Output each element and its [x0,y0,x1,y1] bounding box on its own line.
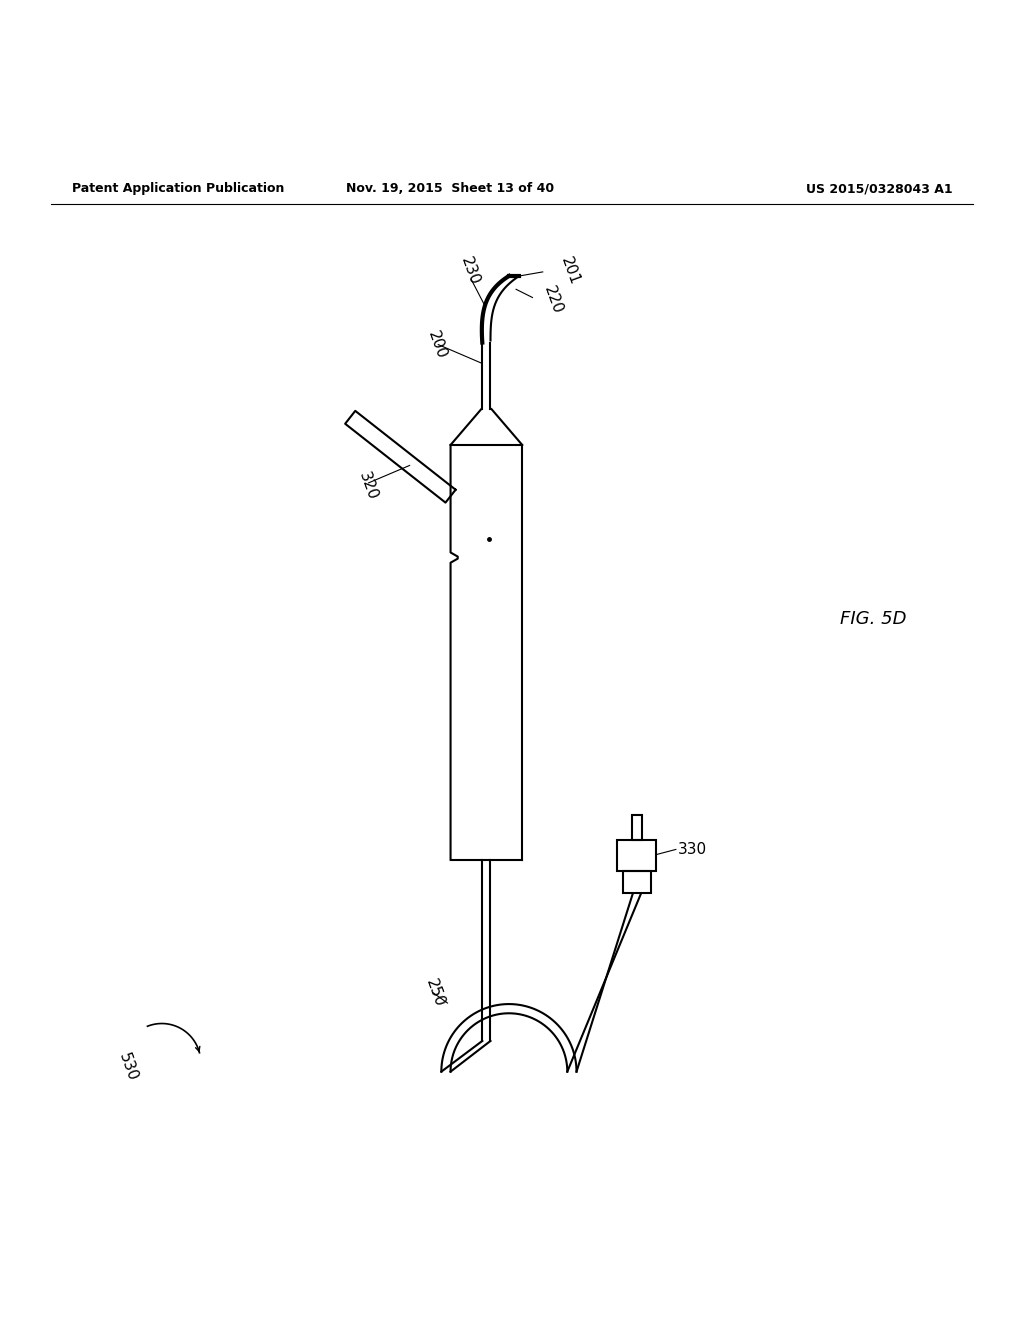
Text: 530: 530 [116,1051,140,1084]
Bar [632,814,642,841]
Text: FIG. 5D: FIG. 5D [840,610,906,628]
Text: Nov. 19, 2015  Sheet 13 of 40: Nov. 19, 2015 Sheet 13 of 40 [346,182,555,195]
Bar [617,841,656,871]
Bar [623,871,651,894]
Text: 320: 320 [356,470,380,502]
Text: 220: 220 [541,284,564,315]
Text: 330: 330 [678,842,707,857]
Text: Patent Application Publication: Patent Application Publication [72,182,284,195]
Text: 200: 200 [425,329,449,360]
Text: 201: 201 [558,255,582,286]
Text: 230: 230 [458,255,481,286]
Text: US 2015/0328043 A1: US 2015/0328043 A1 [806,182,952,195]
Text: 250: 250 [423,977,446,1008]
